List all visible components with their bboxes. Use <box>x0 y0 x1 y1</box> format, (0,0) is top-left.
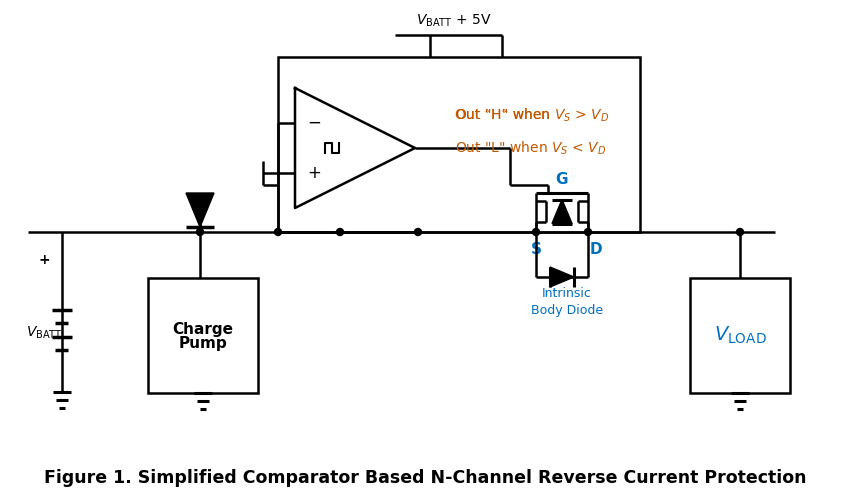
Text: $\mathit{V}_{\mathsf{BATT}}$ + 5V: $\mathit{V}_{\mathsf{BATT}}$ + 5V <box>416 13 491 29</box>
Text: Intrinsic
Body Diode: Intrinsic Body Diode <box>531 287 603 317</box>
Polygon shape <box>552 199 572 224</box>
Text: Charge: Charge <box>173 322 234 337</box>
Circle shape <box>196 229 203 236</box>
Text: $\mathit{V}_{\mathsf{BATT}}$: $\mathit{V}_{\mathsf{BATT}}$ <box>26 325 62 341</box>
Text: −: − <box>307 114 320 132</box>
Circle shape <box>736 229 744 236</box>
Bar <box>690 278 790 393</box>
Text: +: + <box>38 253 50 267</box>
Text: Out "L" when $\mathit{V}_S$ < $\mathit{V}_D$: Out "L" when $\mathit{V}_S$ < $\mathit{V… <box>455 139 606 157</box>
Text: Out "H" when $\mathit{V}_S$ > $\mathit{V}_D$: Out "H" when $\mathit{V}_S$ > $\mathit{V… <box>455 106 609 124</box>
Text: S: S <box>530 243 541 257</box>
Bar <box>278 57 640 232</box>
Circle shape <box>532 229 540 236</box>
Text: G: G <box>556 171 569 186</box>
Text: Out “H” when: Out “H” when <box>455 108 554 122</box>
Text: Pump: Pump <box>178 336 227 351</box>
Polygon shape <box>186 193 214 227</box>
Text: Figure 1. Simplified Comparator Based N-Channel Reverse Current Protection: Figure 1. Simplified Comparator Based N-… <box>43 469 807 487</box>
Circle shape <box>585 229 592 236</box>
Bar <box>148 278 258 393</box>
Circle shape <box>337 229 343 236</box>
Text: D: D <box>590 243 603 257</box>
Circle shape <box>415 229 422 236</box>
Text: +: + <box>307 164 320 182</box>
Polygon shape <box>550 267 574 287</box>
Text: $\mathit{V}_{\mathsf{LOAD}}$: $\mathit{V}_{\mathsf{LOAD}}$ <box>714 325 767 346</box>
Circle shape <box>275 229 281 236</box>
